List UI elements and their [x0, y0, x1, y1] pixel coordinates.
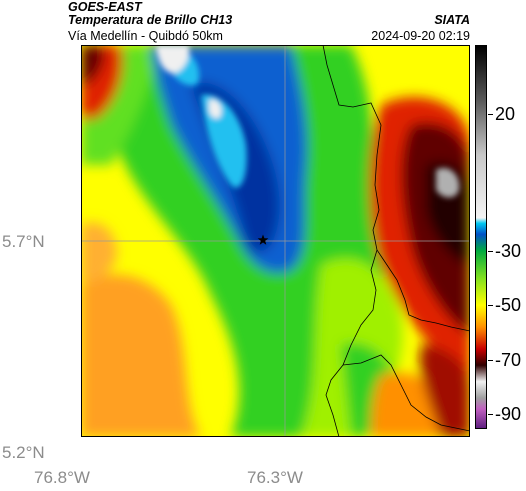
colorbar-tick [488, 414, 493, 416]
field-orange-southwest [81, 274, 201, 437]
colorbar-tick [488, 114, 493, 116]
colorbar [475, 45, 487, 429]
route-label: Vía Medellín - Quibdó 50km [68, 29, 223, 43]
colorbar-tick-label: -70 [495, 349, 522, 370]
municipal-boundary-south [342, 354, 470, 432]
location-star-marker [257, 234, 269, 245]
lat-label-5-7N: 5.7°N [2, 232, 45, 251]
field-gray-east-core [436, 167, 460, 198]
field-cyan-core [201, 94, 247, 188]
colorbar-tick-label: -90 [495, 404, 522, 425]
field-orange-west [81, 222, 117, 282]
colorbar-tick [488, 250, 493, 252]
colorbar-tick [488, 305, 493, 307]
field-darkred-southeast [420, 345, 470, 437]
map-frame [81, 45, 470, 437]
municipal-boundary [325, 249, 378, 437]
colorbar-tick [488, 359, 493, 361]
colorbar-tick-label: 20 [495, 104, 516, 125]
product-title: GOES-EAST [68, 0, 142, 14]
field-white-spot-1 [209, 99, 222, 119]
datetime-label: 2024-09-20 02:19 [371, 29, 470, 43]
lon-label-76-8W: 76.8°W [34, 468, 90, 487]
field-darkred-northwest [81, 45, 104, 85]
lat-label-5-2N: 5.2°N [2, 443, 45, 462]
organization-label: SIATA [434, 13, 470, 27]
colorbar-tick-label: -30 [495, 240, 522, 261]
product-subtitle: Temperatura de Brillo CH13 [68, 13, 233, 27]
department-boundary [322, 45, 470, 332]
brightness-temperature-map [81, 45, 470, 437]
field-white-top [156, 45, 190, 74]
colorbar-tick-label: -50 [495, 295, 522, 316]
lon-label-76-3W: 76.3°W [247, 468, 303, 487]
